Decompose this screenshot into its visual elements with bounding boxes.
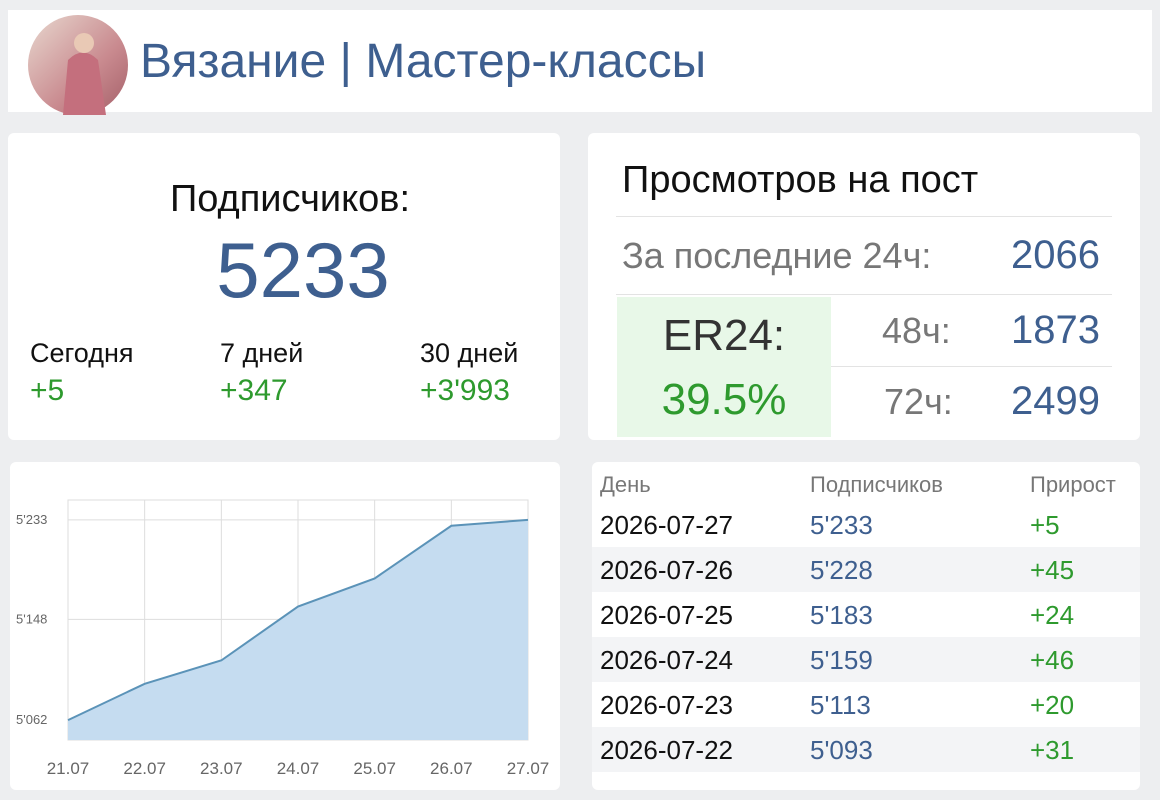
cell: 2026-07-22 xyxy=(600,735,733,765)
x-tick-label: 25.07 xyxy=(353,759,396,778)
y-tick-label: 5'062 xyxy=(16,712,47,727)
header: Вязание | Мастер-классы xyxy=(8,10,1152,115)
h48-label: 48ч: xyxy=(882,310,951,351)
period-label: Сегодня xyxy=(30,338,134,368)
table-card: День Подписчиков Прирост 2026-07-27 5'233 +5 2… xyxy=(592,462,1140,790)
period-label: 30 дней xyxy=(420,338,519,368)
row-stripe xyxy=(592,727,1140,772)
cell: 2026-07-23 xyxy=(600,690,733,720)
group-title: Вязание | Мастер-классы xyxy=(140,35,707,88)
h72-value: 2499 xyxy=(1011,379,1100,423)
period-delta: +5 xyxy=(30,374,65,407)
divider xyxy=(616,216,1112,217)
divider xyxy=(616,294,1112,295)
er-label: ER24: xyxy=(662,311,786,360)
column-header: День xyxy=(600,472,651,497)
subscribers-label: Подписчиков: xyxy=(169,178,411,220)
x-tick-label: 21.07 xyxy=(47,759,90,778)
cell: +46 xyxy=(1030,645,1075,675)
area xyxy=(68,519,528,740)
cell: 2026-07-25 xyxy=(600,600,733,630)
er-value: 39.5% xyxy=(661,375,787,424)
column-header: Подписчиков xyxy=(810,472,943,497)
column-header: Прирост xyxy=(1030,472,1116,497)
cell: 5'228 xyxy=(810,555,873,585)
line xyxy=(67,518,529,722)
cell: +20 xyxy=(1030,690,1075,720)
cell: 2026-07-26 xyxy=(600,555,733,585)
h48-value: 1873 xyxy=(1011,308,1100,352)
chart-card: 5'062 5'148 5'233 21.07 22.07 23.07 24.07 25.07… xyxy=(10,462,560,790)
cell: +31 xyxy=(1030,735,1075,765)
subscribers-card: Подписчиков: 5233 Сегодня +5 7 дней +347 30 … xyxy=(8,133,560,440)
cell: 2026-07-24 xyxy=(600,645,733,675)
cell: 5'113 xyxy=(810,690,871,720)
h72-label: 72ч: xyxy=(884,381,953,422)
divider xyxy=(831,366,1112,367)
x-tick-label: 26.07 xyxy=(430,759,473,778)
subscribers-value: 5233 xyxy=(216,226,390,314)
avatar xyxy=(28,15,128,115)
last24-value: 2066 xyxy=(1011,233,1100,277)
x-tick-label: 27.07 xyxy=(507,759,550,778)
cell: 5'093 xyxy=(810,735,873,765)
views-title: Просмотров на пост xyxy=(622,159,979,201)
cell: 5'183 xyxy=(810,600,873,630)
row-stripe xyxy=(592,547,1140,592)
cell: 2026-07-27 xyxy=(600,510,733,540)
cell: +45 xyxy=(1030,555,1075,585)
y-tick-label: 5'148 xyxy=(16,611,47,626)
period-delta: +3'993 xyxy=(420,374,510,407)
last24-label: За последние 24ч: xyxy=(622,235,932,276)
chart: 5'062 5'148 5'233 21.07 22.07 23.07 24.07 25.07… xyxy=(16,499,550,778)
cell: +5 xyxy=(1030,510,1060,540)
period-label: 7 дней xyxy=(220,338,304,368)
x-tick-label: 23.07 xyxy=(200,759,243,778)
views-card: Просмотров на пост За последние 24ч: 206… xyxy=(588,133,1140,440)
cell: 5'159 xyxy=(810,645,873,675)
row-stripe xyxy=(592,637,1140,682)
y-tick-label: 5'233 xyxy=(16,512,47,527)
er-box: ER24: 39.5% xyxy=(617,297,831,437)
period-delta: +347 xyxy=(220,374,288,407)
x-tick-label: 22.07 xyxy=(123,759,166,778)
cell: +24 xyxy=(1030,600,1075,630)
x-tick-label: 24.07 xyxy=(277,759,320,778)
cell: 5'233 xyxy=(810,510,873,540)
